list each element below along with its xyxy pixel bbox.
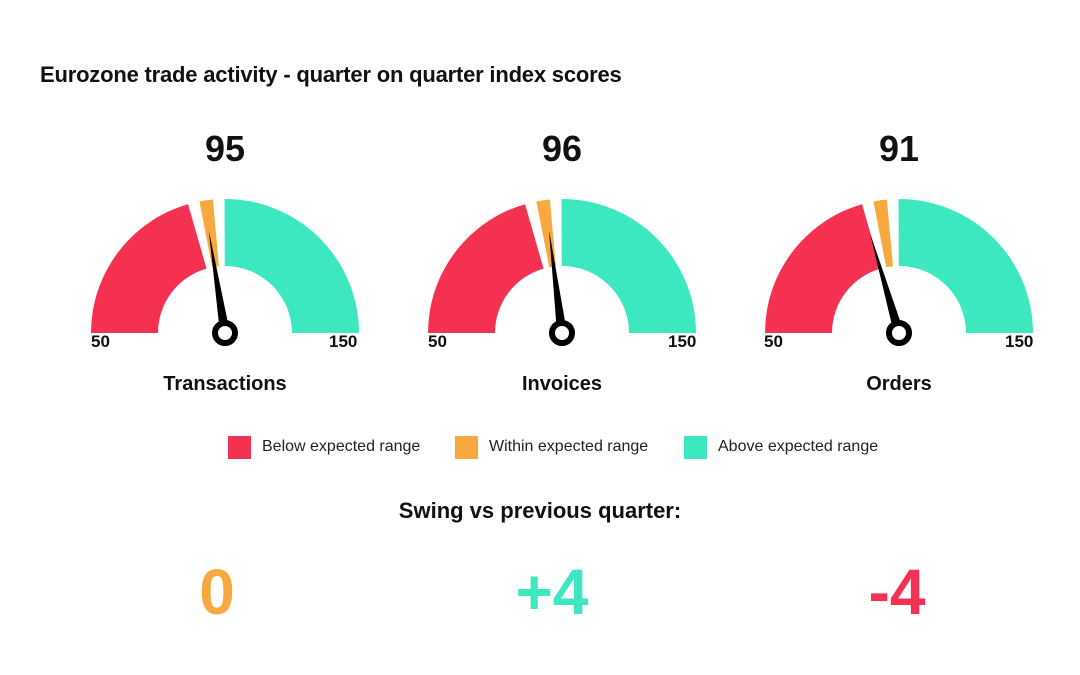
gauge-needle [869,233,904,335]
legend-swatch [455,435,478,459]
gauge-needle [548,229,567,334]
gauge-orders: 91 50 150 Orders [749,128,1049,408]
gauge-min-label: 50 [764,332,783,351]
swing-value-transactions: 0 [199,556,235,628]
gauge-value: 91 [878,128,920,169]
gauge-band-above [898,199,1033,333]
gauge-band-below [91,204,207,333]
gauge-band-below [765,204,881,333]
legend-item-within: Within expected range [455,434,648,460]
gauge-band-below [428,204,544,333]
gauge-needle-hub [212,320,238,346]
legend-item-below: Below expected range [228,434,420,460]
gauge-invoices: 96 50 150 Invoices [412,128,712,408]
gauge-max-label: 150 [1005,332,1034,351]
gauge-value: 96 [541,128,583,169]
gauge-value: 95 [204,128,246,169]
legend-label: Within expected range [489,438,649,455]
gauge-max-label: 150 [329,332,358,351]
legend-swatch [228,435,251,459]
swing-title: Swing vs previous quarter: [398,498,682,523]
gauge-min-label: 50 [428,332,447,351]
legend-swatch [684,435,707,459]
legend-label: Above expected range [718,438,879,455]
chart-title: Eurozone trade activity - quarter on qua… [40,62,622,87]
gauge-dial [428,199,696,346]
gauge-band-within [873,199,893,268]
gauge-dial [91,199,359,346]
gauge-name: Orders [866,373,932,395]
gauge-band-above [561,199,696,333]
gauge-needle-hub [549,320,575,346]
gauge-needle-hub [886,320,912,346]
gauge-name: Invoices [521,373,603,395]
gauge-transactions: 95 50 150 Transactions [75,128,375,408]
gauge-band-above [224,199,359,333]
swing-value-invoices: +4 [515,556,589,628]
gauge-dial [765,199,1033,346]
legend-item-above: Above expected range [684,434,878,460]
gauge-needle [208,230,230,334]
swing-value-orders: -4 [868,556,926,628]
gauge-name: Transactions [163,373,287,395]
gauge-max-label: 150 [668,332,697,351]
gauge-min-label: 50 [91,332,110,351]
legend-label: Below expected range [262,438,421,455]
